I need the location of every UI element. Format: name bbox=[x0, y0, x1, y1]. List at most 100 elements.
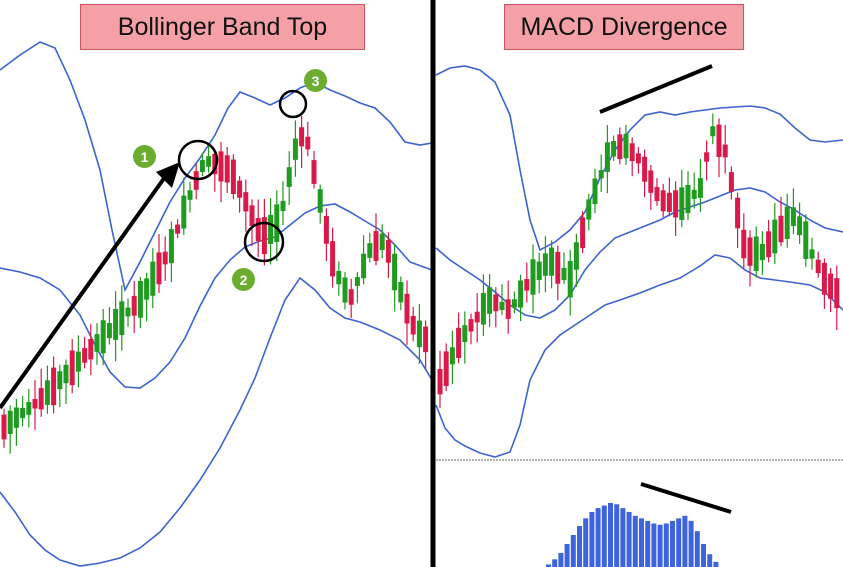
histogram-bar-23 bbox=[688, 520, 694, 567]
r-candles-body-57 bbox=[790, 207, 796, 226]
r-candles-body-15 bbox=[530, 259, 536, 295]
l-candles-body-40 bbox=[249, 205, 255, 226]
l-candles-body-66 bbox=[410, 315, 416, 335]
r-candles-body-33 bbox=[642, 156, 648, 182]
l-candles-body-39 bbox=[243, 192, 249, 212]
r-candles-body-51 bbox=[753, 236, 759, 271]
r-candles-body-5 bbox=[468, 319, 474, 332]
l-candles-body-2 bbox=[13, 407, 19, 428]
histogram-bar-12 bbox=[620, 508, 626, 567]
histogram-bar-0 bbox=[546, 564, 551, 567]
r-candles-body-62 bbox=[821, 262, 827, 295]
r-candles-body-9 bbox=[493, 294, 499, 312]
bollinger-panel bbox=[0, 41, 433, 567]
r-candles-body-17 bbox=[542, 253, 548, 276]
r-candles-body-2 bbox=[449, 347, 455, 365]
r-candles-body-46 bbox=[722, 144, 728, 158]
l-candles-body-33 bbox=[206, 156, 212, 167]
l-candles-body-48 bbox=[299, 127, 305, 147]
l-candles-body-1 bbox=[7, 410, 13, 434]
l-candles-body-51 bbox=[317, 189, 323, 213]
l-candles-body-8 bbox=[51, 367, 57, 406]
r-candles-body-12 bbox=[511, 299, 517, 308]
l-candles-body-61 bbox=[379, 233, 385, 251]
r-candles-body-38 bbox=[673, 190, 679, 218]
l-candles-body-64 bbox=[398, 281, 404, 303]
r-candles-body-61 bbox=[815, 259, 821, 274]
l-candles-body-16 bbox=[100, 320, 106, 354]
histogram-bar-16 bbox=[645, 520, 651, 567]
l-candles-body-38 bbox=[237, 180, 243, 198]
r-candles-body-16 bbox=[536, 261, 542, 281]
l-candles-body-28 bbox=[175, 224, 181, 234]
histogram-bar-11 bbox=[614, 504, 620, 567]
r-candles-body-13 bbox=[518, 280, 524, 308]
l-candles-body-19 bbox=[119, 301, 125, 336]
histogram-bar-27 bbox=[713, 561, 719, 567]
price-divergence-line bbox=[599, 64, 713, 114]
left-trend-arrowhead bbox=[156, 162, 180, 188]
l-candles-body-17 bbox=[106, 323, 112, 339]
histogram-bar-24 bbox=[694, 531, 700, 567]
right-chart-title: MACD Divergence bbox=[504, 4, 744, 50]
r-candles-body-35 bbox=[654, 186, 660, 202]
left-lower-band bbox=[0, 276, 433, 567]
l-candles-body-12 bbox=[75, 351, 81, 372]
l-candles-body-54 bbox=[336, 270, 342, 285]
r-candles-body-37 bbox=[666, 192, 672, 212]
right-candles bbox=[437, 113, 840, 408]
l-candles-body-36 bbox=[224, 155, 230, 183]
r-candles-body-34 bbox=[648, 170, 654, 193]
r-candles-body-56 bbox=[784, 206, 790, 239]
left-upper-band bbox=[0, 41, 433, 293]
l-candles-body-3 bbox=[20, 407, 26, 419]
r-candles-body-22 bbox=[573, 242, 579, 270]
r-candles-body-14 bbox=[524, 279, 530, 291]
l-candles-body-0 bbox=[1, 414, 7, 440]
l-candles-body-30 bbox=[187, 190, 193, 200]
l-candles-body-27 bbox=[168, 229, 174, 264]
l-candles-body-14 bbox=[88, 339, 94, 360]
l-candles-body-5 bbox=[32, 398, 38, 409]
l-candles-body-4 bbox=[26, 402, 32, 415]
l-candles-body-41 bbox=[255, 218, 261, 241]
left-chart-title: Bollinger Band Top bbox=[80, 4, 365, 50]
r-candles-body-4 bbox=[462, 325, 468, 343]
l-candles-body-58 bbox=[361, 253, 367, 279]
r-candles-body-0 bbox=[437, 369, 443, 395]
histogram-bar-2 bbox=[558, 552, 564, 567]
r-candles-body-19 bbox=[555, 251, 561, 284]
l-candles-body-10 bbox=[63, 364, 69, 384]
l-candles-body-55 bbox=[342, 277, 348, 303]
histogram-bar-6 bbox=[583, 518, 589, 567]
left-circle-2 bbox=[243, 221, 285, 263]
l-candles-body-34 bbox=[212, 153, 218, 175]
r-candles-body-42 bbox=[697, 178, 703, 198]
r-candles-body-54 bbox=[772, 219, 778, 254]
l-candles-body-7 bbox=[44, 380, 50, 405]
l-candles-body-25 bbox=[156, 252, 162, 285]
r-candles-body-23 bbox=[580, 217, 586, 249]
l-candles-body-53 bbox=[330, 241, 336, 277]
histogram-bar-22 bbox=[682, 515, 688, 567]
r-candles-body-10 bbox=[499, 301, 505, 311]
r-candles-body-30 bbox=[623, 133, 629, 159]
r-candles-body-50 bbox=[747, 237, 753, 266]
l-candles-body-6 bbox=[38, 388, 44, 410]
r-candles-body-32 bbox=[635, 153, 641, 164]
l-candles-body-23 bbox=[144, 278, 150, 300]
r-candles-body-45 bbox=[716, 124, 722, 157]
r-candles-body-26 bbox=[598, 170, 604, 179]
marker-1: 1 bbox=[133, 145, 156, 168]
l-candles-body-24 bbox=[150, 261, 156, 296]
macd-histogram bbox=[546, 503, 719, 567]
histogram-bar-19 bbox=[663, 523, 669, 567]
histogram-bar-7 bbox=[589, 511, 595, 567]
histogram-bar-5 bbox=[577, 526, 582, 567]
r-candles-body-41 bbox=[691, 189, 697, 199]
l-candles-body-63 bbox=[392, 253, 398, 291]
l-candles-body-49 bbox=[305, 136, 311, 150]
l-candles-body-13 bbox=[82, 348, 88, 363]
r-candles-body-18 bbox=[549, 247, 555, 276]
l-candles-body-43 bbox=[268, 214, 274, 244]
